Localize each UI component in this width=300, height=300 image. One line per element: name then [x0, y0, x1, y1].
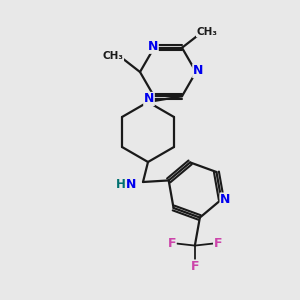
Text: F: F — [190, 260, 199, 273]
Text: N: N — [193, 64, 203, 77]
Text: N: N — [144, 92, 154, 106]
Text: N: N — [148, 40, 158, 53]
Text: F: F — [168, 237, 176, 250]
Text: N: N — [126, 178, 136, 190]
Text: CH₃: CH₃ — [196, 27, 218, 37]
Text: CH₃: CH₃ — [103, 51, 124, 61]
Text: H: H — [116, 178, 126, 190]
Text: F: F — [214, 237, 222, 250]
Text: N: N — [220, 193, 230, 206]
